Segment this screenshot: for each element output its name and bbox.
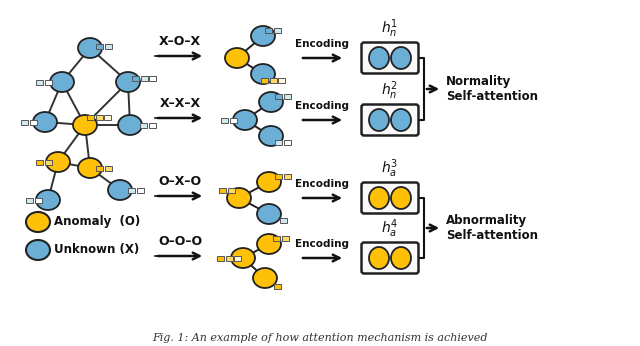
Ellipse shape xyxy=(369,109,389,131)
Text: Encoding: Encoding xyxy=(296,239,349,249)
Bar xyxy=(21,119,28,125)
Text: Encoding: Encoding xyxy=(296,101,349,111)
Ellipse shape xyxy=(108,180,132,200)
Bar xyxy=(149,75,156,81)
Ellipse shape xyxy=(78,38,102,58)
Ellipse shape xyxy=(33,112,57,132)
Text: Abnormality
Self-attention: Abnormality Self-attention xyxy=(446,214,538,242)
Bar xyxy=(141,75,147,81)
Ellipse shape xyxy=(225,48,249,68)
Bar xyxy=(269,78,276,82)
Ellipse shape xyxy=(257,172,281,192)
Bar xyxy=(36,160,44,164)
Bar xyxy=(284,93,291,99)
Bar xyxy=(26,198,33,202)
Bar xyxy=(132,75,139,81)
Ellipse shape xyxy=(391,187,411,209)
Ellipse shape xyxy=(118,115,142,135)
Ellipse shape xyxy=(251,64,275,84)
Text: X–X–X: X–X–X xyxy=(159,97,200,110)
Text: Encoding: Encoding xyxy=(296,179,349,189)
Bar xyxy=(128,188,135,192)
Ellipse shape xyxy=(231,248,255,268)
Bar xyxy=(105,44,112,48)
Text: Encoding: Encoding xyxy=(296,39,349,49)
Ellipse shape xyxy=(78,158,102,178)
Bar xyxy=(261,78,268,82)
Ellipse shape xyxy=(26,240,50,260)
Bar xyxy=(221,118,228,122)
Bar xyxy=(104,115,111,119)
Bar xyxy=(45,80,52,84)
Ellipse shape xyxy=(391,247,411,269)
Ellipse shape xyxy=(369,187,389,209)
Bar xyxy=(105,165,112,171)
Ellipse shape xyxy=(116,72,140,92)
Text: $h_n^2$: $h_n^2$ xyxy=(381,79,399,102)
Bar xyxy=(225,255,232,261)
Bar xyxy=(234,255,241,261)
Ellipse shape xyxy=(259,126,283,146)
Text: O–X–O: O–X–O xyxy=(159,175,202,188)
Text: X–O–X: X–O–X xyxy=(159,35,201,48)
Ellipse shape xyxy=(391,109,411,131)
Bar xyxy=(273,283,280,289)
Ellipse shape xyxy=(391,47,411,69)
Ellipse shape xyxy=(50,72,74,92)
Bar xyxy=(87,115,94,119)
Bar xyxy=(217,255,224,261)
Ellipse shape xyxy=(257,204,281,224)
Ellipse shape xyxy=(26,212,50,232)
Bar xyxy=(96,44,103,48)
Bar xyxy=(45,160,52,164)
Bar xyxy=(273,236,280,240)
Text: O–O–O: O–O–O xyxy=(158,235,202,248)
FancyBboxPatch shape xyxy=(362,43,419,73)
Bar xyxy=(95,115,102,119)
Bar xyxy=(36,80,44,84)
Bar xyxy=(220,188,227,192)
Ellipse shape xyxy=(251,26,275,46)
Bar xyxy=(284,139,291,145)
Ellipse shape xyxy=(369,247,389,269)
Ellipse shape xyxy=(233,110,257,130)
Text: $h_a^4$: $h_a^4$ xyxy=(381,217,399,240)
Ellipse shape xyxy=(253,268,277,288)
Ellipse shape xyxy=(227,188,251,208)
Bar xyxy=(274,27,281,33)
Ellipse shape xyxy=(73,115,97,135)
Bar xyxy=(137,188,144,192)
Bar xyxy=(275,93,282,99)
Text: $h_a^3$: $h_a^3$ xyxy=(381,157,399,180)
Bar xyxy=(275,139,282,145)
Ellipse shape xyxy=(46,152,70,172)
Bar xyxy=(275,173,282,179)
Bar xyxy=(284,173,291,179)
Text: Anomaly  (O): Anomaly (O) xyxy=(54,216,140,228)
Text: Unknown (X): Unknown (X) xyxy=(54,244,140,256)
FancyBboxPatch shape xyxy=(362,182,419,213)
Bar xyxy=(265,27,272,33)
Ellipse shape xyxy=(369,47,389,69)
Bar xyxy=(282,236,289,240)
Bar xyxy=(96,165,103,171)
Bar xyxy=(280,218,287,222)
Ellipse shape xyxy=(257,234,281,254)
Bar xyxy=(140,122,147,127)
Bar xyxy=(29,119,36,125)
Bar xyxy=(278,78,285,82)
Bar xyxy=(230,118,237,122)
FancyBboxPatch shape xyxy=(362,104,419,136)
Ellipse shape xyxy=(259,92,283,112)
Bar xyxy=(148,122,156,127)
FancyBboxPatch shape xyxy=(362,243,419,273)
Text: $h_n^1$: $h_n^1$ xyxy=(381,17,399,40)
Bar xyxy=(35,198,42,202)
Ellipse shape xyxy=(36,190,60,210)
Bar xyxy=(228,188,235,192)
Text: Normality
Self-attention: Normality Self-attention xyxy=(446,75,538,103)
Text: Fig. 1: An example of how attention mechanism is achieved: Fig. 1: An example of how attention mech… xyxy=(152,333,488,343)
